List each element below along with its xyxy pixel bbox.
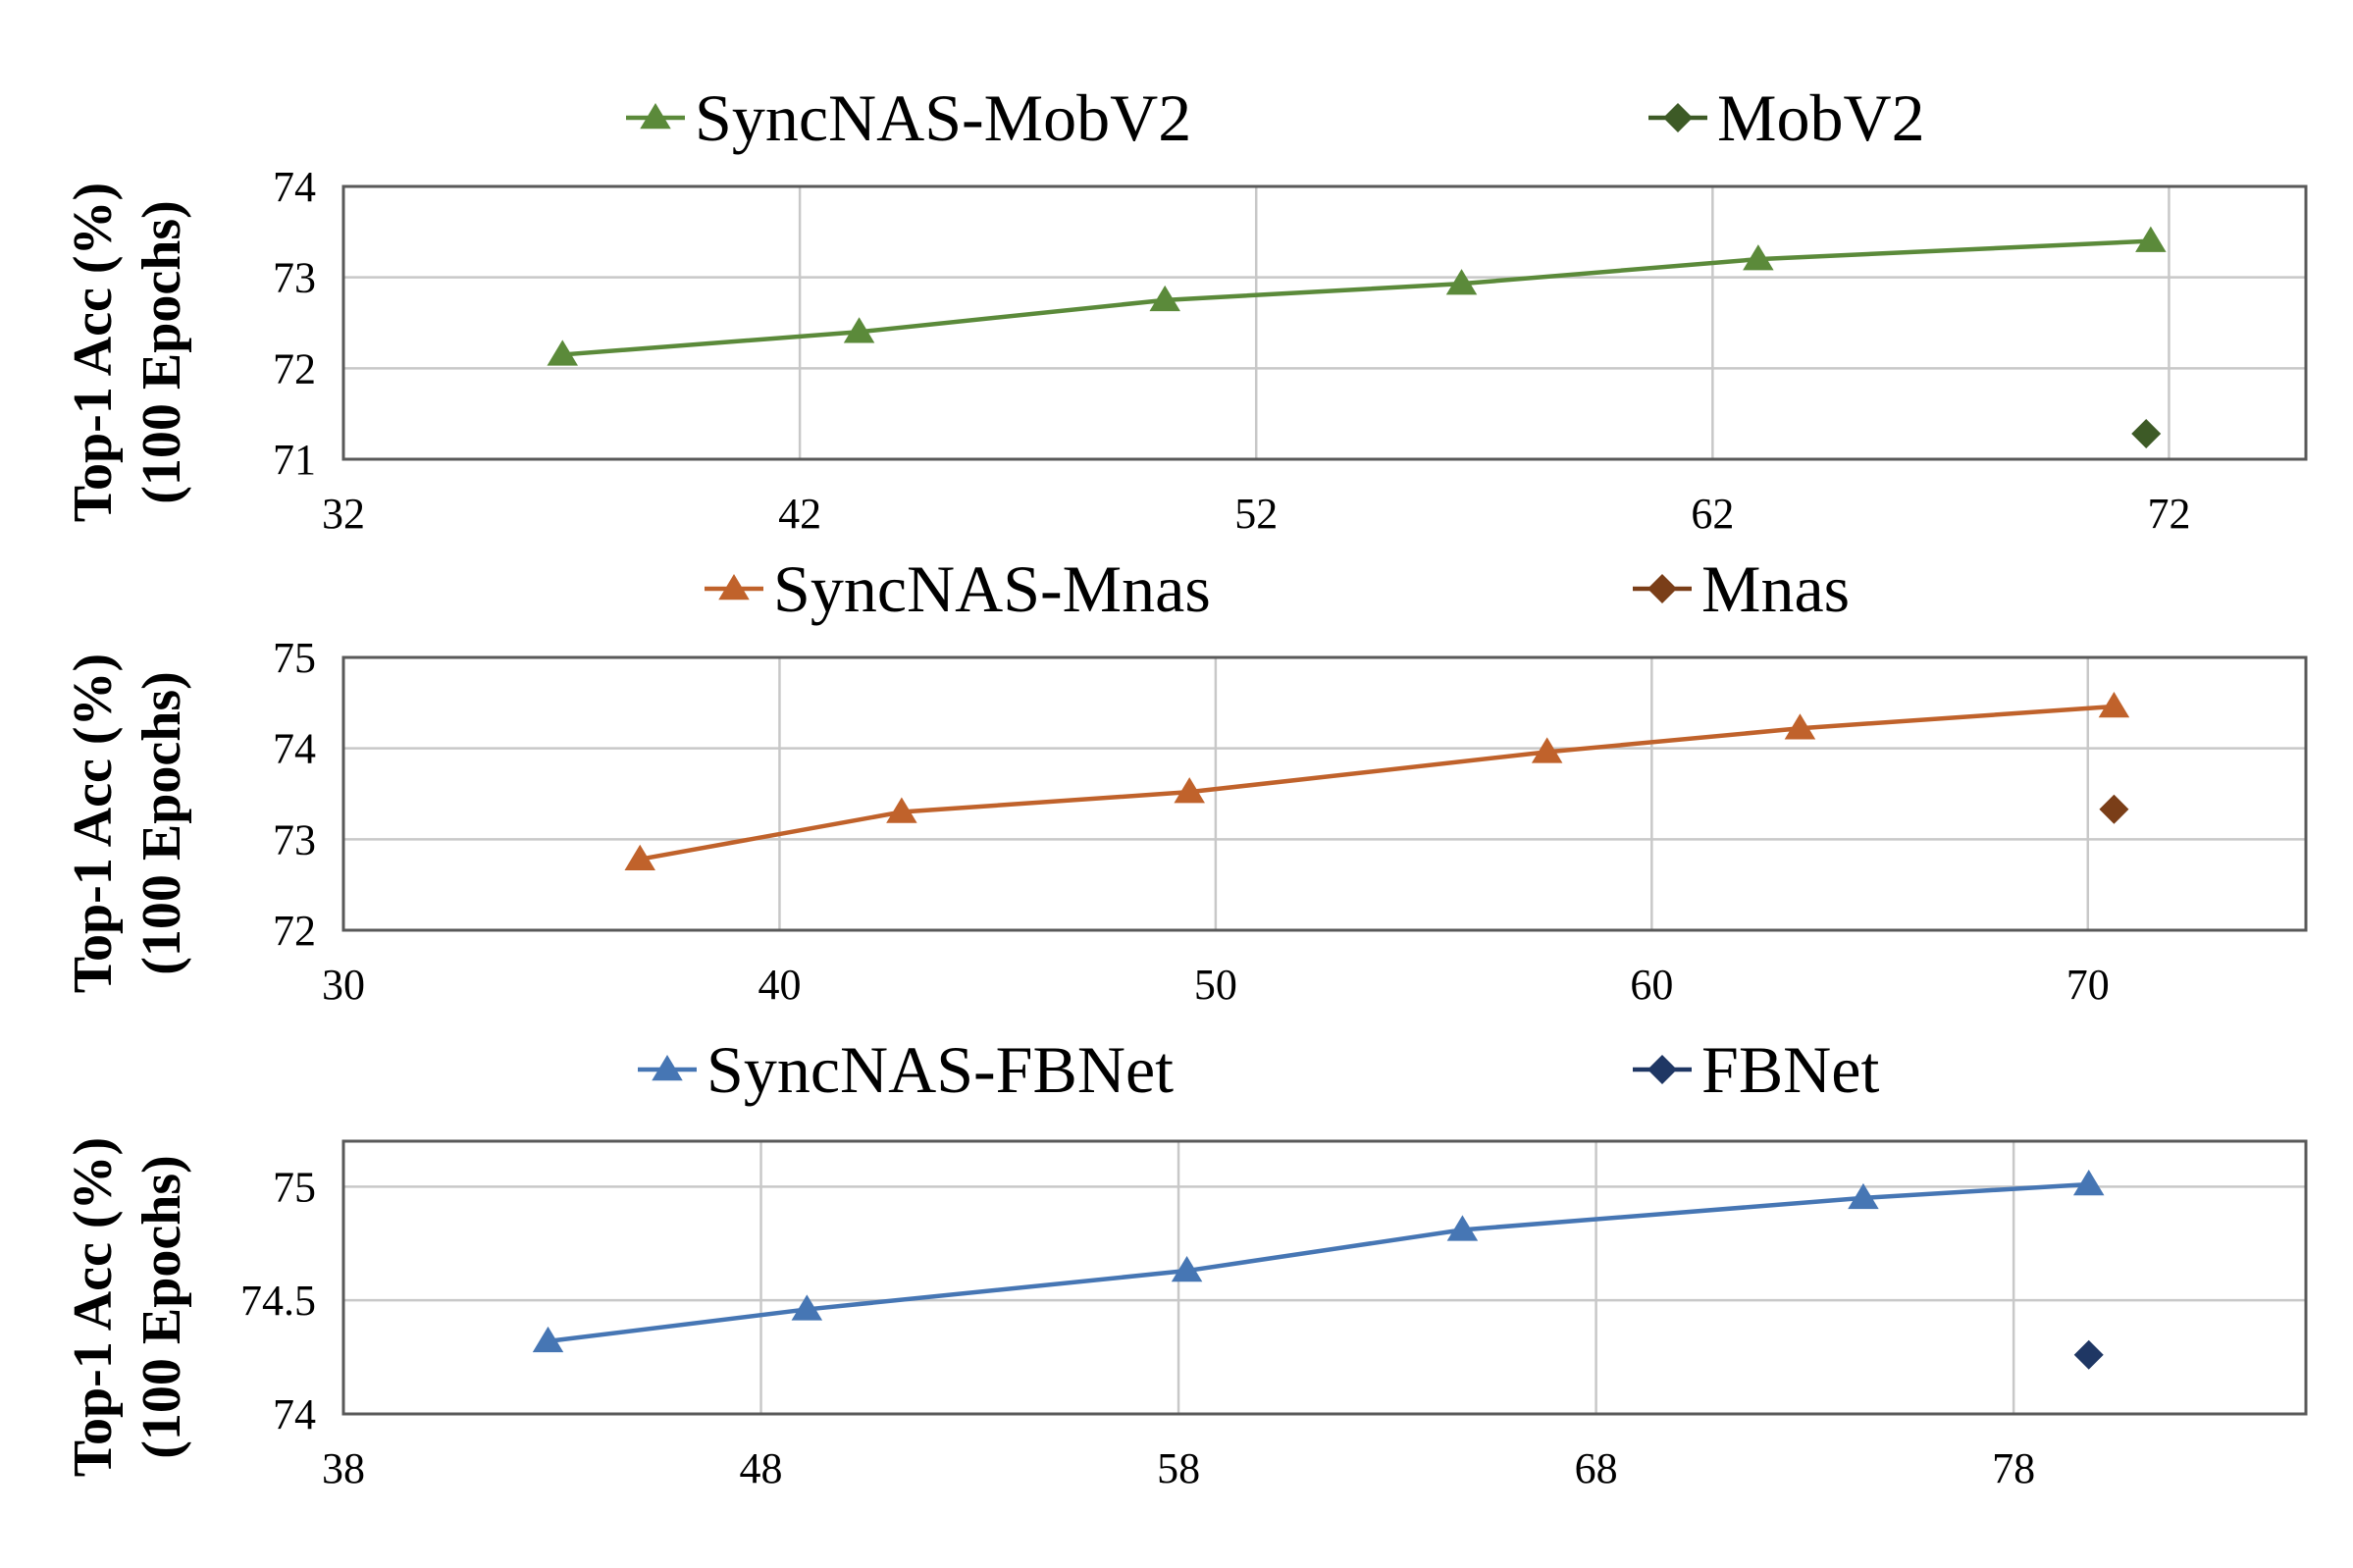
legend-entry: SyncNAS-MobV2 (626, 80, 1191, 155)
legend-label: FBNet (1701, 1032, 1879, 1107)
data-point-triangle (843, 317, 875, 343)
x-tick-label: 78 (1992, 1444, 2035, 1492)
series-Mnas (2099, 794, 2129, 824)
y-axis-label: (100 Epochs) (131, 1155, 192, 1459)
data-point-triangle (1171, 1256, 1203, 1282)
legend-label: Mnas (1701, 551, 1850, 626)
legend-swatch-marker (1647, 574, 1677, 603)
data-point-triangle (1446, 1215, 1479, 1241)
x-tick-label: 50 (1194, 961, 1237, 1009)
legend-swatch-marker (718, 574, 750, 601)
series-MobV2 (2131, 419, 2162, 449)
x-tick-label: 32 (322, 490, 365, 538)
data-point-triangle (886, 797, 917, 823)
y-tick-label: 74 (273, 1390, 316, 1438)
legend-label: MobV2 (1717, 80, 1925, 155)
x-tick-label: 48 (740, 1444, 783, 1492)
y-axis-label: (100 Epochs) (131, 671, 192, 975)
y-tick-label: 73 (273, 254, 316, 302)
chart-panel-3: 74 74.5 75 38 48 58 68 78 Top-1 Acc (%) (100 Epoc… (63, 1032, 2308, 1492)
data-point-triangle (2098, 692, 2130, 718)
x-tick-label: 62 (1691, 490, 1734, 538)
y-axis-label: Top-1 Acc (%) (63, 183, 124, 522)
legend-entry: FBNet (1633, 1032, 1879, 1107)
plot-frame (341, 1139, 2308, 1416)
y-tick-label: 73 (273, 815, 316, 863)
y-axis-label: Top-1 Acc (%) (63, 1137, 124, 1477)
y-tick-label: 75 (273, 634, 316, 682)
x-tick-label: 38 (322, 1444, 365, 1492)
data-point-triangle (532, 1326, 564, 1353)
x-tick-label: 52 (1234, 490, 1278, 538)
chart-panel-1: 71 72 73 74 32 42 52 62 72 Top-1 Acc (%) (100 Epoc… (63, 80, 2308, 538)
y-tick-label: 71 (273, 436, 316, 484)
legend-label: SyncNAS-Mnas (773, 551, 1211, 626)
y-tick-label: 74 (273, 163, 316, 211)
data-point-triangle (1149, 285, 1180, 312)
data-point-triangle (1531, 737, 1563, 763)
y-tick-label: 72 (273, 344, 316, 392)
data-point-triangle (1848, 1182, 1879, 1210)
data-point-triangle (791, 1294, 823, 1321)
data-point-triangle (1445, 269, 1478, 295)
legend-entry: MobV2 (1648, 80, 1925, 155)
legend-swatch-marker (640, 103, 671, 130)
data-point-triangle (624, 844, 655, 870)
series-SyncNAS-FBNet (532, 1170, 2105, 1353)
legend-swatch-marker (1647, 1055, 1677, 1084)
series-line (548, 1181, 2089, 1344)
legend-swatch-marker (652, 1055, 683, 1081)
x-tick-label: 30 (322, 961, 365, 1009)
y-tick-label: 74.5 (240, 1277, 316, 1325)
x-tick-label: 68 (1575, 1444, 1618, 1492)
series-line (562, 238, 2151, 357)
x-tick-label: 40 (758, 961, 801, 1009)
legend-entry: SyncNAS-Mnas (705, 551, 1211, 626)
plot-frame (341, 655, 2308, 932)
y-tick-label: 72 (273, 907, 316, 955)
x-tick-label: 42 (778, 490, 821, 538)
chart-panel-2: 72 73 74 75 30 40 50 60 70 Top-1 Acc (%) (100 Epoc… (63, 551, 2308, 1009)
data-point-triangle (1784, 713, 1816, 740)
x-tick-label: 72 (2147, 490, 2190, 538)
legend-entry: SyncNAS-FBNet (638, 1032, 1174, 1107)
data-point-triangle (1743, 244, 1774, 271)
data-point-diamond (2099, 794, 2129, 824)
y-axis-label: (100 Epochs) (131, 200, 192, 504)
plot-frame (341, 184, 2308, 461)
data-point-triangle (1174, 777, 1205, 804)
data-point-diamond (2131, 419, 2162, 449)
x-tick-label: 58 (1157, 1444, 1200, 1492)
data-point-triangle (2072, 1170, 2105, 1196)
legend-entry: Mnas (1633, 551, 1850, 626)
data-point-triangle (547, 340, 579, 366)
legend-label: SyncNAS-FBNet (706, 1032, 1174, 1107)
y-tick-label: 74 (273, 725, 316, 773)
y-axis-label: Top-1 Acc (%) (63, 653, 124, 993)
legend-label: SyncNAS-MobV2 (695, 80, 1191, 155)
data-point-diamond (2073, 1339, 2104, 1370)
legend-swatch-marker (1663, 103, 1693, 132)
x-tick-label: 70 (2066, 961, 2110, 1009)
series-SyncNAS-Mnas (624, 692, 2130, 870)
series-line (639, 704, 2115, 862)
series-SyncNAS-MobV2 (547, 226, 2167, 366)
series-FBNet (2073, 1339, 2104, 1370)
x-tick-label: 60 (1630, 961, 1673, 1009)
data-point-triangle (2135, 226, 2167, 252)
y-tick-label: 75 (273, 1163, 316, 1211)
